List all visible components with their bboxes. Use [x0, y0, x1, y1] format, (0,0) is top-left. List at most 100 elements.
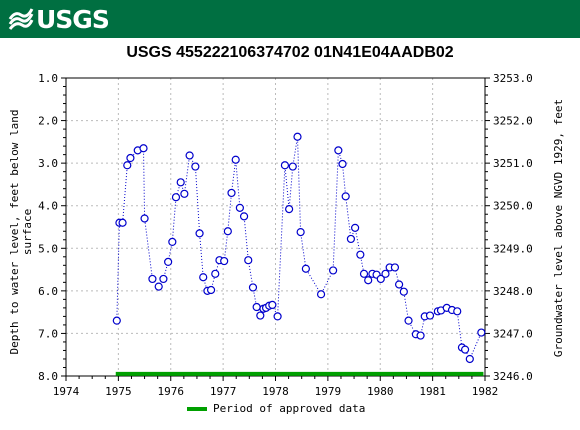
x-tick-label: 1981: [419, 385, 446, 398]
legend-approved-label: Period of approved data: [213, 402, 366, 415]
data-point: [356, 250, 365, 259]
data-point: [404, 316, 413, 325]
x-tick-label: 1975: [105, 385, 132, 398]
x-tick-label: 1982: [472, 385, 499, 398]
y-left-tick-label: 1.0: [38, 72, 58, 85]
data-point: [376, 274, 385, 284]
x-tick-label: 1978: [262, 385, 289, 398]
data-point: [126, 153, 135, 163]
data-point: [199, 273, 208, 282]
data-point: [239, 212, 249, 221]
legend-approved-swatch: [187, 406, 207, 411]
data-point: [334, 146, 343, 155]
data-point: [148, 274, 157, 284]
data-point: [171, 193, 181, 202]
data-point: [395, 280, 404, 289]
data-point: [460, 345, 470, 354]
chart-title: USGS 455222106374702 01N41E04AADB02: [126, 44, 454, 61]
data-point: [359, 269, 369, 278]
data-point: [191, 162, 200, 171]
data-point: [248, 283, 258, 292]
data-point: [154, 282, 163, 291]
y-axis-left-label-line2: surface: [21, 209, 34, 255]
data-point: [477, 328, 486, 337]
data-point: [316, 290, 326, 299]
x-tick-label: 1977: [210, 385, 237, 398]
series-line: [116, 136, 482, 361]
x-tick-label: 1980: [367, 385, 394, 398]
usgs-banner: USGS: [0, 0, 580, 38]
x-tick-label: 1976: [158, 385, 185, 398]
data-point: [293, 132, 302, 141]
y-left-tick-label: 3.0: [38, 157, 58, 170]
data-point: [159, 274, 168, 284]
data-point: [168, 237, 177, 246]
usgs-logo-text: USGS: [36, 4, 110, 34]
data-point: [465, 354, 474, 364]
data-point: [280, 161, 290, 170]
y-right-tick-label: 3250.0: [493, 200, 533, 213]
plot-area-frame: [65, 77, 486, 377]
data-point: [185, 151, 194, 160]
data-point: [206, 285, 216, 295]
data-point: [268, 300, 277, 310]
data-point: [285, 205, 294, 214]
y-left-tick-label: 7.0: [38, 327, 58, 340]
data-point: [351, 223, 360, 232]
y-right-tick-label: 3246.0: [493, 370, 533, 383]
data-point: [453, 307, 462, 316]
x-tick-label: 1974: [53, 385, 80, 398]
data-point: [139, 144, 148, 153]
axis-ticks: 1974 1975 1976 1977 1978 1979 1980 1981 1982 1.0 3…: [38, 72, 533, 398]
data-point: [231, 155, 240, 164]
data-point: [112, 316, 121, 325]
y-right-tick-label: 3249.0: [493, 242, 533, 255]
y-left-tick-label: 5.0: [38, 242, 58, 255]
grid-lines: [66, 78, 485, 376]
data-point: [381, 269, 390, 278]
y-axis-right-label: Groundwater level above NGVD 1929, feet: [552, 99, 565, 357]
data-point: [338, 159, 347, 169]
y-axis-left-label-line1: Depth to water level, feet below land: [8, 109, 21, 354]
data-point: [273, 312, 282, 321]
data-point: [390, 263, 400, 272]
data-point: [256, 311, 265, 320]
data-point: [425, 311, 435, 320]
data-point: [235, 203, 244, 212]
data-point: [227, 188, 236, 198]
data-point: [416, 331, 425, 340]
data-point: [211, 269, 220, 278]
data-point: [180, 189, 189, 198]
y-right-tick-label: 3247.0: [493, 327, 533, 340]
data-point: [346, 234, 356, 244]
y-left-tick-label: 2.0: [38, 115, 58, 128]
data-point: [296, 228, 305, 237]
usgs-wave-icon: [8, 8, 34, 30]
y-left-tick-label: 8.0: [38, 370, 58, 383]
data-point: [164, 257, 173, 267]
usgs-logo[interactable]: USGS: [8, 4, 110, 34]
data-point: [288, 162, 297, 171]
data-point: [118, 218, 127, 227]
data-point: [252, 302, 261, 312]
data-point: [123, 161, 132, 170]
data-point: [195, 229, 204, 238]
y-left-tick-label: 4.0: [38, 200, 58, 213]
data-point: [244, 256, 253, 265]
data-point: [399, 287, 408, 296]
y-left-tick-label: 6.0: [38, 285, 58, 298]
y-right-tick-label: 3252.0: [493, 115, 533, 128]
data-point: [329, 266, 338, 275]
data-point: [176, 178, 185, 187]
data-point: [341, 192, 350, 201]
data-point: [364, 276, 373, 285]
data-point: [223, 227, 232, 236]
x-tick-label: 1979: [315, 385, 342, 398]
data-point: [220, 256, 229, 266]
y-right-tick-label: 3251.0: [493, 157, 533, 170]
data-point: [301, 264, 310, 273]
data-point: [140, 214, 149, 223]
y-right-tick-label: 3248.0: [493, 285, 533, 298]
data-series: [112, 132, 486, 364]
